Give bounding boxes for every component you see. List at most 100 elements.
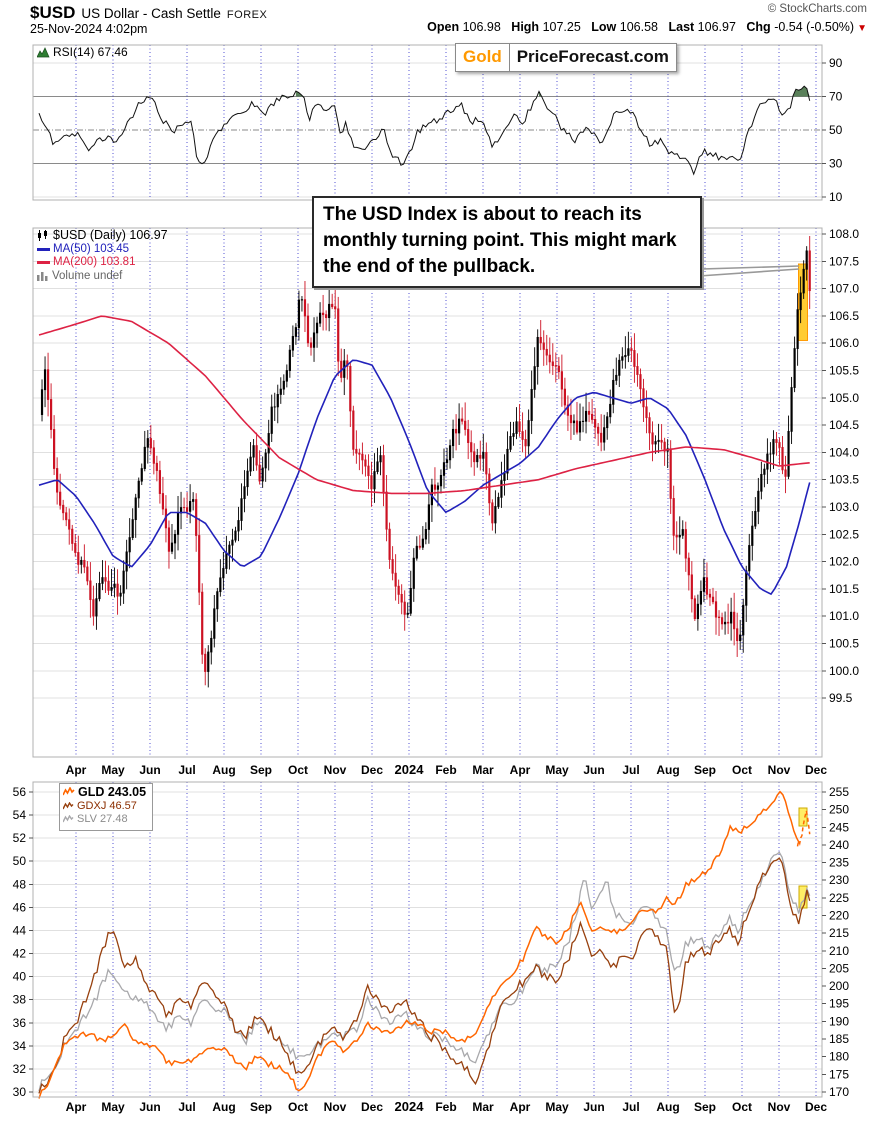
svg-text:Sep: Sep xyxy=(250,1100,272,1114)
chg-label: Chg xyxy=(746,20,771,34)
svg-text:215: 215 xyxy=(829,926,849,940)
svg-text:170: 170 xyxy=(829,1085,849,1099)
svg-text:200: 200 xyxy=(829,979,849,993)
rsi-indicator-icon xyxy=(37,46,50,57)
svg-text:50: 50 xyxy=(829,123,843,137)
svg-text:104.0: 104.0 xyxy=(829,445,859,459)
rsi-legend-label[interactable]: RSI(14) 67.46 xyxy=(53,45,128,59)
usd-series-label[interactable]: $USD (Daily) 106.97 xyxy=(53,228,168,242)
high-value: 107.25 xyxy=(542,20,581,34)
price-legend: $USD (Daily) 106.97 MA(50) 103.45 MA(200… xyxy=(37,229,168,284)
svg-text:Dec: Dec xyxy=(361,763,383,777)
slv-line-icon xyxy=(63,814,74,822)
svg-text:102.5: 102.5 xyxy=(829,527,859,541)
svg-text:May: May xyxy=(101,1100,125,1114)
svg-text:36: 36 xyxy=(13,1016,27,1030)
svg-text:Nov: Nov xyxy=(324,763,347,777)
axis-labels: 90 70 50 30 10 108.0 107.5 107.0 106.5 106.0 105.5… xyxy=(13,56,860,1114)
last-value: 106.97 xyxy=(697,20,736,34)
svg-text:107.5: 107.5 xyxy=(829,254,859,268)
svg-text:54: 54 xyxy=(13,808,27,822)
ma200-label[interactable]: MA(200) 103.81 xyxy=(53,256,136,268)
logo-word-gold: Gold xyxy=(456,44,510,71)
exchange-label: FOREX xyxy=(226,9,268,21)
gdxj-line-icon xyxy=(63,801,74,809)
metals-legend: GLD 243.05 GDXJ 46.57 SLV 27.48 xyxy=(59,783,154,831)
svg-text:102.0: 102.0 xyxy=(829,555,859,569)
svg-text:Apr: Apr xyxy=(510,1100,531,1114)
svg-text:Jul: Jul xyxy=(622,763,639,777)
svg-text:255: 255 xyxy=(829,785,849,799)
svg-text:46: 46 xyxy=(13,900,27,914)
ma50-swatch-icon xyxy=(37,247,50,251)
svg-text:10: 10 xyxy=(829,190,843,204)
svg-text:105.0: 105.0 xyxy=(829,391,859,405)
svg-text:Apr: Apr xyxy=(66,763,87,777)
logo-word-priceforecast: PriceForecast.com xyxy=(516,47,669,66)
gld-label[interactable]: GLD 243.05 xyxy=(78,785,147,799)
high-label: High xyxy=(511,20,540,34)
copyright-label: © StockCharts.com xyxy=(767,3,867,15)
ma50-label[interactable]: MA(50) 103.45 xyxy=(53,242,130,255)
svg-text:90: 90 xyxy=(829,56,843,70)
svg-text:2024: 2024 xyxy=(395,1099,425,1114)
svg-text:Jun: Jun xyxy=(583,1100,604,1114)
svg-text:Sep: Sep xyxy=(694,1100,716,1114)
svg-text:Mar: Mar xyxy=(472,1100,494,1114)
gdxj-label[interactable]: GDXJ 46.57 xyxy=(77,799,137,812)
svg-text:190: 190 xyxy=(829,1014,849,1028)
svg-text:104.5: 104.5 xyxy=(829,418,859,432)
svg-text:48: 48 xyxy=(13,877,27,891)
svg-text:34: 34 xyxy=(13,1039,27,1053)
svg-text:Dec: Dec xyxy=(805,1100,827,1114)
change-down-icon: ▼ xyxy=(857,23,867,34)
svg-text:Mar: Mar xyxy=(472,763,494,777)
svg-text:245: 245 xyxy=(829,820,849,834)
volume-label[interactable]: Volume undef xyxy=(52,269,123,282)
svg-text:Jul: Jul xyxy=(622,1100,639,1114)
svg-text:Nov: Nov xyxy=(324,1100,347,1114)
svg-text:Oct: Oct xyxy=(288,1100,308,1114)
svg-text:175: 175 xyxy=(829,1067,849,1081)
goldpriceforecast-logo[interactable]: Gold PriceForecast.com xyxy=(455,43,677,72)
svg-text:101.5: 101.5 xyxy=(829,582,859,596)
svg-text:42: 42 xyxy=(13,947,27,961)
svg-text:Jun: Jun xyxy=(583,763,604,777)
svg-text:50: 50 xyxy=(13,854,27,868)
svg-text:220: 220 xyxy=(829,909,849,923)
svg-text:40: 40 xyxy=(13,970,27,984)
svg-text:Nov: Nov xyxy=(768,763,791,777)
quote-summary: Open 106.98 High 107.25 Low 106.58 Last … xyxy=(420,20,867,34)
svg-text:Dec: Dec xyxy=(805,763,827,777)
svg-text:205: 205 xyxy=(829,961,849,975)
open-label: Open xyxy=(427,20,460,34)
svg-text:210: 210 xyxy=(829,944,849,958)
svg-text:32: 32 xyxy=(13,1062,27,1076)
metals-panel xyxy=(32,781,823,1099)
svg-text:52: 52 xyxy=(13,831,27,845)
svg-text:Nov: Nov xyxy=(768,1100,791,1114)
svg-text:106.0: 106.0 xyxy=(829,336,859,350)
slv-label[interactable]: SLV 27.48 xyxy=(77,812,128,825)
svg-text:225: 225 xyxy=(829,891,849,905)
svg-text:Jul: Jul xyxy=(178,763,195,777)
ma200-swatch-icon xyxy=(37,261,50,265)
svg-text:70: 70 xyxy=(829,90,843,104)
svg-text:240: 240 xyxy=(829,838,849,852)
annotation-note: The USD Index is about to reach its mont… xyxy=(312,196,702,288)
svg-text:108.0: 108.0 xyxy=(829,227,859,241)
svg-text:Apr: Apr xyxy=(66,1100,87,1114)
svg-text:105.5: 105.5 xyxy=(829,364,859,378)
chart-datetime: 25-Nov-2024 4:02pm xyxy=(30,22,148,36)
svg-text:Apr: Apr xyxy=(510,763,531,777)
svg-text:Aug: Aug xyxy=(656,763,679,777)
svg-text:230: 230 xyxy=(829,873,849,887)
svg-text:250: 250 xyxy=(829,803,849,817)
svg-text:56: 56 xyxy=(13,785,27,799)
gld-line-icon xyxy=(63,787,75,796)
chart-title: $USD US Dollar - Cash Settle FOREX xyxy=(30,3,267,23)
rsi-legend: RSI(14) 67.46 xyxy=(37,46,128,60)
svg-text:Jun: Jun xyxy=(139,1100,160,1114)
volume-bars-icon xyxy=(37,272,48,282)
